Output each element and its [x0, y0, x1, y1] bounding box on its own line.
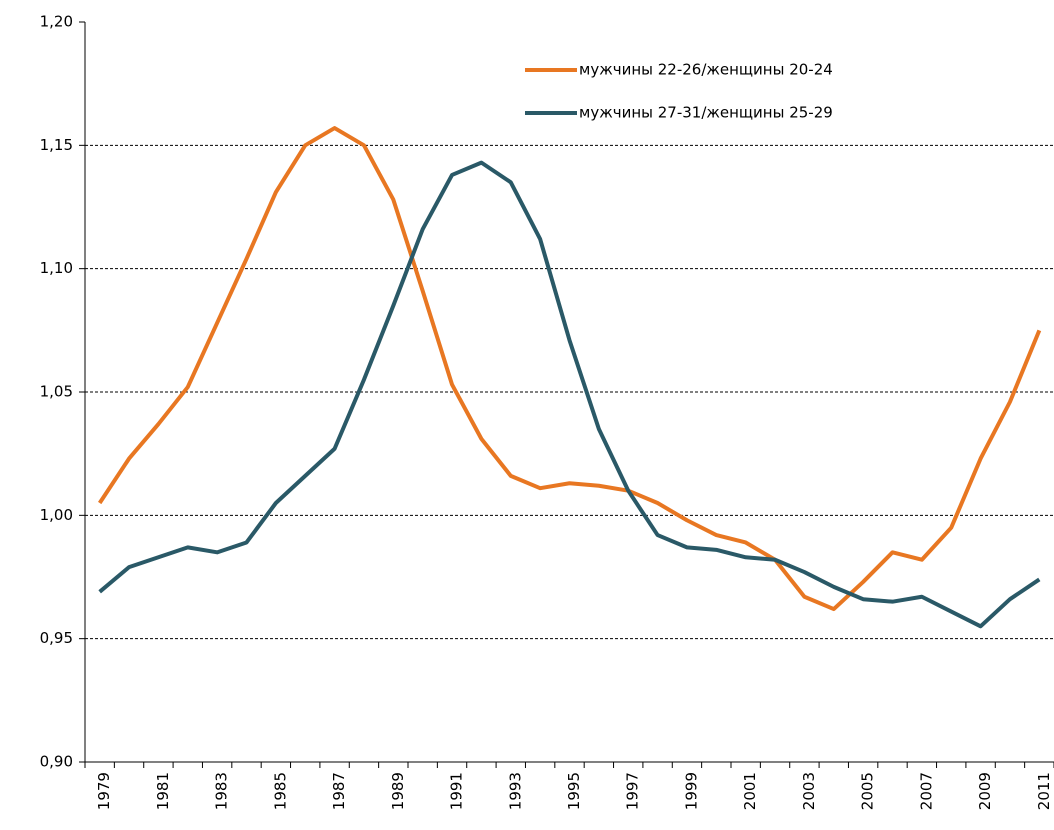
x-tick-label: 1995 — [565, 772, 583, 810]
x-tick-label: 1989 — [389, 772, 407, 810]
y-tick-label: 1,10 — [40, 259, 73, 277]
x-tick-label: 2009 — [976, 772, 994, 810]
line-series — [98, 160, 1041, 629]
x-tick-label: 1993 — [506, 772, 524, 810]
x-tick-label: 1999 — [682, 772, 700, 810]
legend-label: мужчины 27-31/женщины 25-29 — [579, 104, 833, 122]
x-tick-label: 1987 — [330, 772, 348, 810]
x-tick-label: 1979 — [95, 772, 113, 810]
y-tick-label: 0,90 — [40, 753, 73, 771]
y-tick-label: 1,05 — [40, 383, 73, 401]
y-tick-label: 1,15 — [40, 136, 73, 154]
x-tick-label: 2005 — [859, 772, 877, 810]
legend-label: мужчины 22-26/женщины 20-24 — [579, 61, 833, 79]
x-tick-label: 1983 — [213, 772, 231, 810]
x-tick-label: 2007 — [917, 772, 935, 810]
y-tick-label: 0,95 — [40, 629, 73, 647]
x-tick-label: 1981 — [154, 772, 172, 810]
line-series — [98, 126, 1042, 612]
y-tick-label: 1,00 — [40, 506, 73, 524]
x-tick-label: 1985 — [271, 772, 289, 810]
x-tick-label: 1991 — [448, 772, 466, 810]
x-tick-label: 2011 — [1035, 772, 1053, 810]
y-tick-label: 1,20 — [40, 13, 73, 31]
x-tick-label: 2001 — [741, 772, 759, 810]
x-tick-label: 1997 — [624, 772, 642, 810]
x-tick-label: 2003 — [800, 772, 818, 810]
